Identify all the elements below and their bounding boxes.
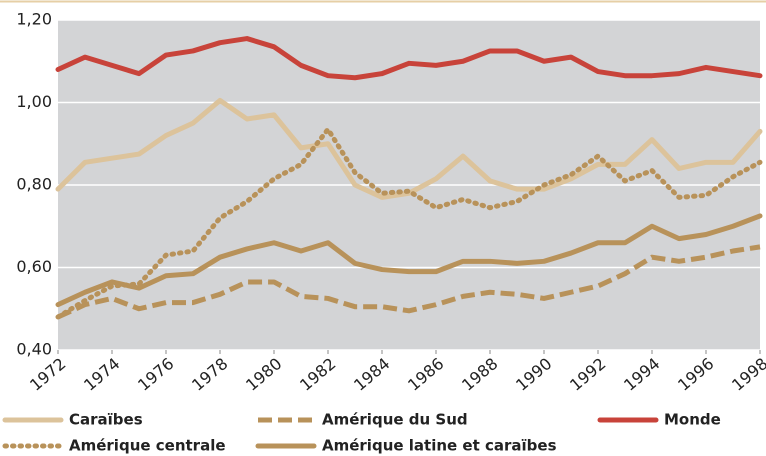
x-tick-label: 1996: [674, 354, 717, 395]
legend-label: Amérique du Sud: [322, 411, 468, 429]
x-tick-label: 1986: [404, 354, 447, 395]
x-tick-label: 1972: [26, 354, 69, 395]
x-tick-label: 1988: [458, 354, 501, 395]
x-tick-label: 1982: [296, 354, 339, 395]
x-tick-label: 1998: [728, 354, 766, 395]
y-tick-label: 1,20: [16, 10, 52, 29]
legend-label: Caraïbes: [69, 411, 143, 429]
series-line: [55, 126, 763, 320]
x-tick-label: 1992: [566, 354, 609, 395]
y-tick-label: 0,80: [16, 175, 52, 194]
series-line: [56, 244, 761, 320]
x-tick-label: 1984: [350, 354, 393, 395]
x-tick-label: 1994: [620, 354, 663, 395]
y-tick-label: 1,00: [16, 92, 52, 111]
y-tick-label: 0,40: [16, 340, 52, 359]
x-tick-label: 1976: [134, 354, 177, 395]
y-tick-label: 0,60: [16, 257, 52, 276]
series-line: [55, 213, 763, 308]
x-tick-label: 1974: [80, 354, 123, 395]
series-line: [55, 36, 763, 81]
x-tick-label: 1978: [188, 354, 231, 395]
x-tick-label: 1990: [512, 354, 555, 395]
legend-label: Amérique centrale: [69, 437, 226, 455]
x-tick-label: 1980: [242, 354, 285, 395]
legend-label: Amérique latine et caraïbes: [322, 437, 557, 455]
legend-label: Monde: [664, 411, 721, 429]
